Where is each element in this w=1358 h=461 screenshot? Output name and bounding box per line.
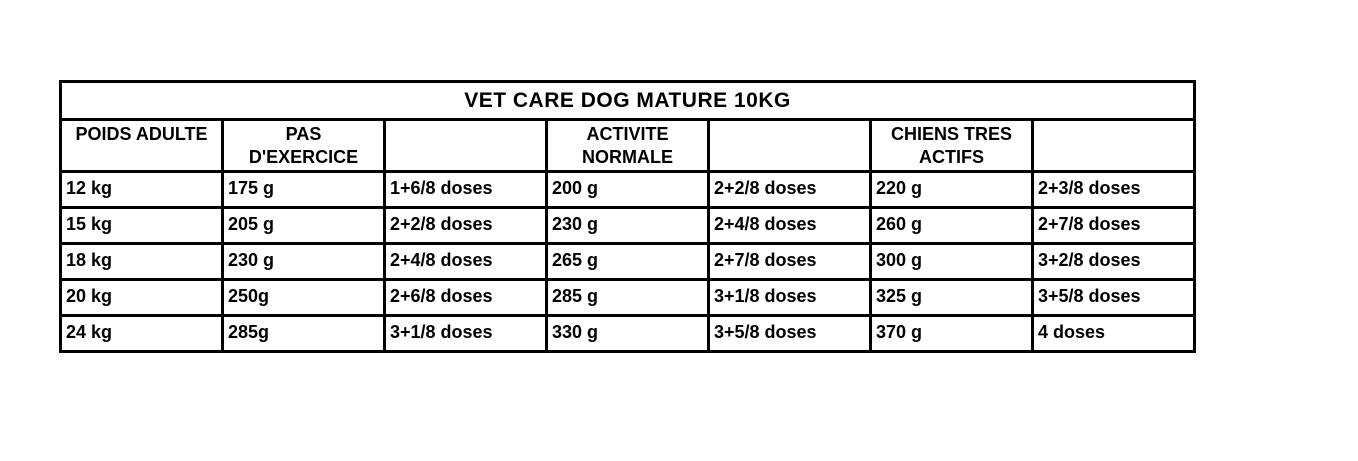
cell-doses: 3+5/8 doses — [1030, 278, 1197, 317]
cell-grams: 250g — [221, 278, 386, 317]
cell-grams: 175 g — [221, 170, 386, 209]
title-row: VET CARE DOG MATURE 10KG — [58, 80, 1197, 121]
cell-grams: 260 g — [869, 206, 1034, 245]
cell-doses: 1+6/8 doses — [383, 170, 548, 209]
cell-grams: 325 g — [869, 278, 1034, 317]
cell-grams: 230 g — [545, 206, 710, 245]
cell-grams: 205 g — [221, 206, 386, 245]
header-empty-1 — [383, 118, 548, 173]
feeding-guide-table: VET CARE DOG MATURE 10KG POIDS ADULTE PA… — [58, 80, 1197, 353]
cell-grams: 330 g — [545, 314, 710, 353]
cell-grams: 300 g — [869, 242, 1034, 281]
cell-weight: 24 kg — [59, 314, 224, 353]
cell-doses: 2+7/8 doses — [707, 242, 872, 281]
header-row: POIDS ADULTE PAS D'EXERCICE ACTIVITE NOR… — [59, 118, 1197, 173]
cell-doses: 2+2/8 doses — [383, 206, 548, 245]
cell-doses: 3+5/8 doses — [707, 314, 872, 353]
table-row: 20 kg 250g 2+6/8 doses 285 g 3+1/8 doses… — [59, 278, 1197, 317]
header-pas-exercice: PAS D'EXERCICE — [221, 118, 386, 173]
header-activite-normale: ACTIVITE NORMALE — [545, 118, 710, 173]
cell-weight: 18 kg — [59, 242, 224, 281]
cell-doses: 4 doses — [1030, 314, 1197, 353]
header-poids-adulte: POIDS ADULTE — [59, 118, 224, 173]
header-chiens-tres-actifs: CHIENS TRES ACTIFS — [869, 118, 1034, 173]
table-row: 18 kg 230 g 2+4/8 doses 265 g 2+7/8 dose… — [59, 242, 1197, 281]
cell-doses: 3+1/8 doses — [383, 314, 548, 353]
table-row: 15 kg 205 g 2+2/8 doses 230 g 2+4/8 dose… — [59, 206, 1197, 245]
cell-grams: 285 g — [545, 278, 710, 317]
cell-doses: 2+4/8 doses — [383, 242, 548, 281]
cell-grams: 230 g — [221, 242, 386, 281]
cell-grams: 265 g — [545, 242, 710, 281]
cell-grams: 285g — [221, 314, 386, 353]
table-row: 24 kg 285g 3+1/8 doses 330 g 3+5/8 doses… — [59, 314, 1197, 353]
table-title: VET CARE DOG MATURE 10KG — [58, 80, 1197, 121]
cell-doses: 3+2/8 doses — [1030, 242, 1197, 281]
cell-grams: 370 g — [869, 314, 1034, 353]
cell-doses: 2+3/8 doses — [1030, 170, 1197, 209]
table-row: 12 kg 175 g 1+6/8 doses 200 g 2+2/8 dose… — [59, 170, 1197, 209]
cell-grams: 200 g — [545, 170, 710, 209]
cell-weight: 12 kg — [59, 170, 224, 209]
cell-doses: 2+2/8 doses — [707, 170, 872, 209]
cell-doses: 2+4/8 doses — [707, 206, 872, 245]
cell-grams: 220 g — [869, 170, 1034, 209]
cell-weight: 20 kg — [59, 278, 224, 317]
header-empty-3 — [1030, 118, 1197, 173]
header-empty-2 — [707, 118, 872, 173]
cell-doses: 2+7/8 doses — [1030, 206, 1197, 245]
cell-doses: 2+6/8 doses — [383, 278, 548, 317]
cell-doses: 3+1/8 doses — [707, 278, 872, 317]
cell-weight: 15 kg — [59, 206, 224, 245]
